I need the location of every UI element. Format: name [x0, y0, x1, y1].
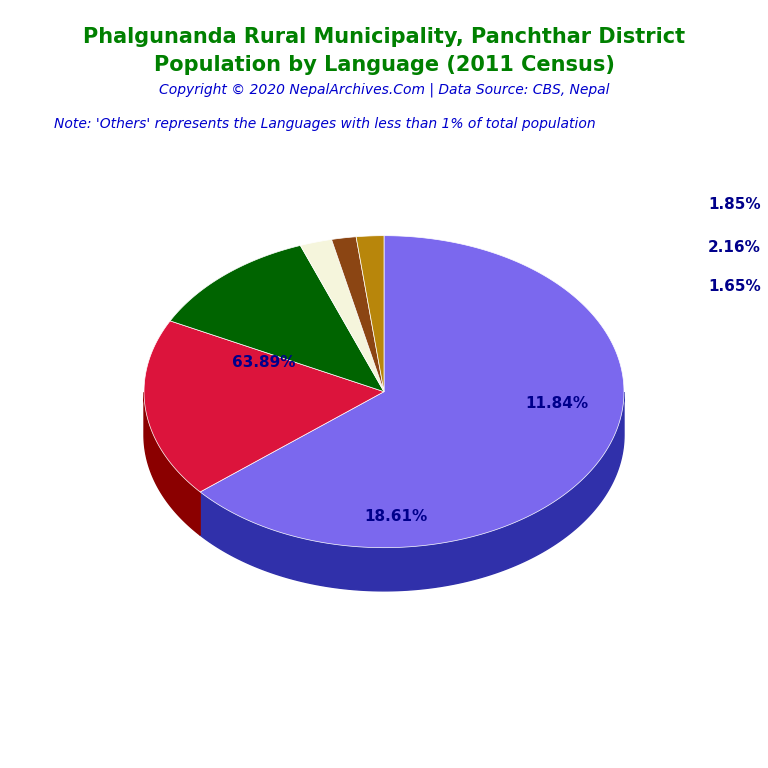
Text: Phalgunanda Rural Municipality, Panchthar District: Phalgunanda Rural Municipality, Panchtha… [83, 27, 685, 47]
Text: Note: 'Others' represents the Languages with less than 1% of total population: Note: 'Others' represents the Languages … [54, 117, 595, 131]
Text: Population by Language (2011 Census): Population by Language (2011 Census) [154, 55, 614, 75]
Polygon shape [300, 240, 384, 392]
Text: 63.89%: 63.89% [232, 356, 296, 370]
Text: 1.85%: 1.85% [708, 197, 760, 212]
Text: 1.65%: 1.65% [708, 279, 761, 293]
Polygon shape [144, 321, 384, 492]
Polygon shape [144, 392, 200, 535]
Polygon shape [332, 237, 384, 392]
Text: Copyright © 2020 NepalArchives.Com | Data Source: CBS, Nepal: Copyright © 2020 NepalArchives.Com | Dat… [159, 82, 609, 97]
Polygon shape [200, 392, 624, 591]
Text: 11.84%: 11.84% [525, 396, 588, 411]
Polygon shape [170, 246, 384, 392]
Text: 18.61%: 18.61% [364, 509, 428, 524]
Text: 2.16%: 2.16% [708, 240, 761, 255]
Polygon shape [356, 236, 384, 392]
Polygon shape [200, 236, 624, 548]
